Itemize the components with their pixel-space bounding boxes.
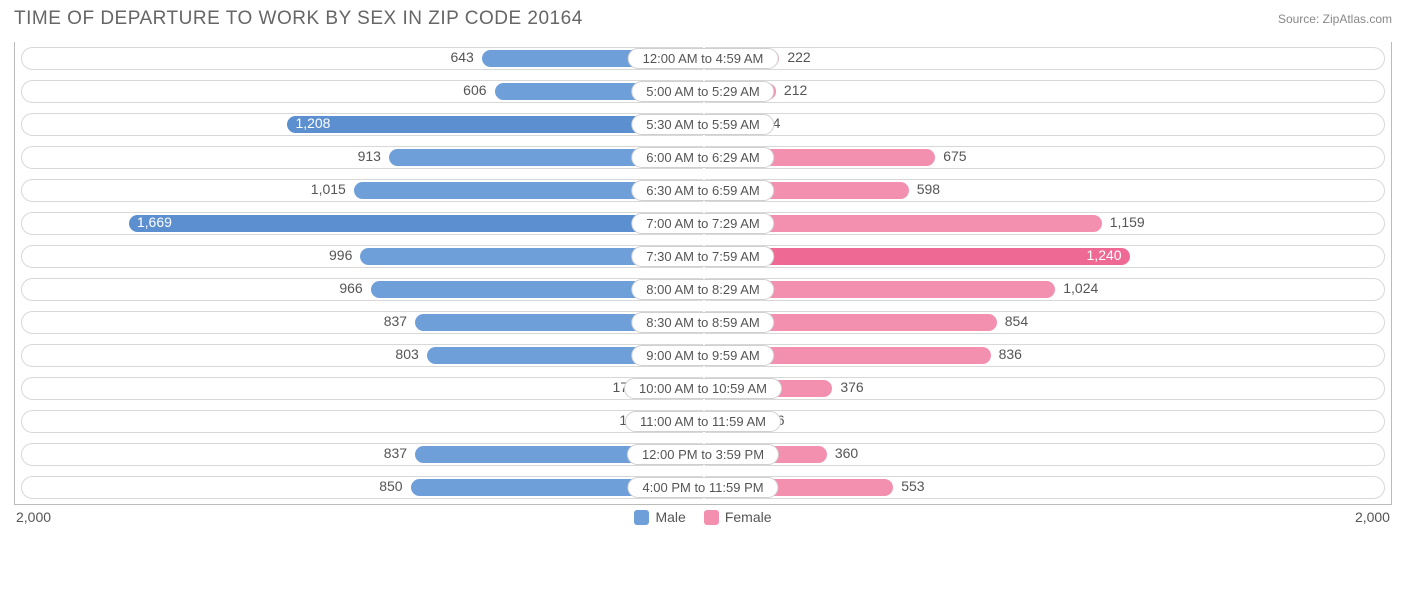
chart-footer: 2,000 Male Female 2,000 xyxy=(14,509,1392,525)
value-label-female: 222 xyxy=(787,49,810,65)
bar-male xyxy=(129,215,703,232)
value-label-male: 1,669 xyxy=(129,214,172,230)
category-label: 6:30 AM to 6:59 AM xyxy=(631,180,774,201)
chart-title: TIME OF DEPARTURE TO WORK BY SEX IN ZIP … xyxy=(14,8,583,30)
value-label-female: 598 xyxy=(917,181,940,197)
value-label-female: 836 xyxy=(999,346,1022,362)
value-label-male: 606 xyxy=(463,82,486,98)
category-label: 4:00 PM to 11:59 PM xyxy=(627,477,778,498)
value-label-male: 913 xyxy=(358,148,381,164)
value-label-male: 1,208 xyxy=(287,115,330,131)
category-label: 5:30 AM to 5:59 AM xyxy=(631,114,774,135)
value-label-female: 675 xyxy=(943,148,966,164)
category-label: 8:00 AM to 8:29 AM xyxy=(631,279,774,300)
legend: Male Female xyxy=(634,509,771,525)
axis-max-right: 2,000 xyxy=(1355,509,1390,525)
chart-header: TIME OF DEPARTURE TO WORK BY SEX IN ZIP … xyxy=(14,8,1392,30)
value-label-female: 360 xyxy=(835,445,858,461)
legend-label-female: Female xyxy=(725,509,772,525)
category-label: 6:00 AM to 6:29 AM xyxy=(631,147,774,168)
value-label-male: 1,015 xyxy=(311,181,346,197)
value-label-male: 966 xyxy=(339,280,362,296)
value-label-female: 1,240 xyxy=(1087,247,1130,263)
category-label: 8:30 AM to 8:59 AM xyxy=(631,312,774,333)
value-label-male: 996 xyxy=(329,247,352,263)
chart-source: Source: ZipAtlas.com xyxy=(1278,12,1392,26)
legend-item-female: Female xyxy=(704,509,772,525)
value-label-female: 854 xyxy=(1005,313,1028,329)
category-label: 11:00 AM to 11:59 AM xyxy=(625,411,781,432)
value-label-male: 643 xyxy=(450,49,473,65)
value-label-male: 837 xyxy=(384,313,407,329)
value-label-male: 837 xyxy=(384,445,407,461)
value-label-male: 803 xyxy=(395,346,418,362)
category-label: 12:00 PM to 3:59 PM xyxy=(627,444,779,465)
legend-swatch-female xyxy=(704,510,719,525)
value-label-male: 850 xyxy=(379,478,402,494)
category-label: 5:00 AM to 5:29 AM xyxy=(631,81,774,102)
category-label: 7:00 AM to 7:29 AM xyxy=(631,213,774,234)
category-label: 7:30 AM to 7:59 AM xyxy=(631,246,774,267)
value-label-female: 1,159 xyxy=(1110,214,1145,230)
value-label-female: 376 xyxy=(840,379,863,395)
diverging-bar-chart: 643 222 12:00 AM to 4:59 AM 606 212 5:00 AM t… xyxy=(14,42,1392,505)
center-divider xyxy=(703,42,705,504)
value-label-female: 553 xyxy=(901,478,924,494)
legend-swatch-male xyxy=(634,510,649,525)
category-label: 9:00 AM to 9:59 AM xyxy=(631,345,774,366)
legend-item-male: Male xyxy=(634,509,685,525)
legend-label-male: Male xyxy=(655,509,685,525)
category-label: 12:00 AM to 4:59 AM xyxy=(628,48,779,69)
axis-max-left: 2,000 xyxy=(16,509,51,525)
value-label-female: 212 xyxy=(784,82,807,98)
category-label: 10:00 AM to 10:59 AM xyxy=(624,378,782,399)
value-label-female: 1,024 xyxy=(1063,280,1098,296)
